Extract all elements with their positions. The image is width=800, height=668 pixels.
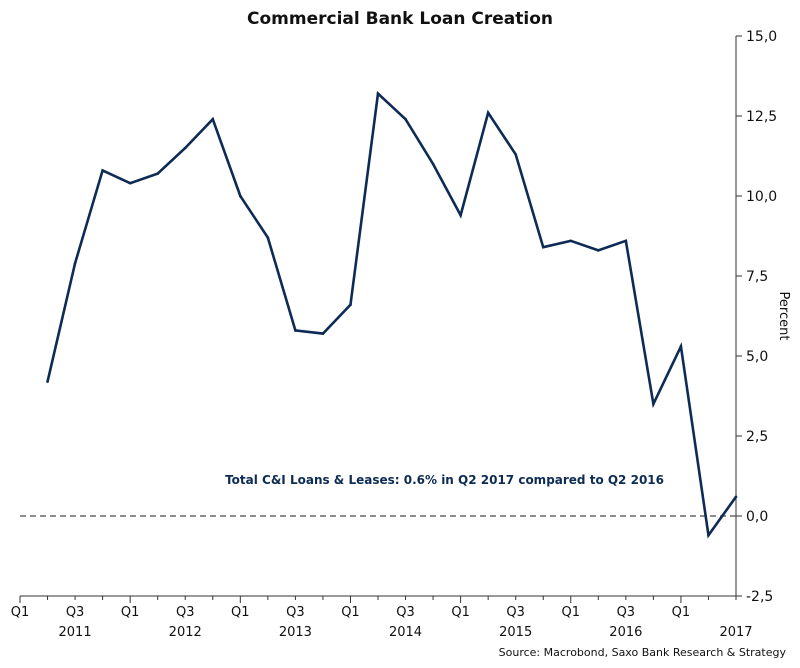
data-point [183, 146, 187, 150]
x-tick-label-quarter: Q1 [672, 605, 691, 620]
data-point [349, 303, 352, 307]
plot-frame [20, 36, 737, 597]
data-point [128, 181, 132, 185]
x-tick-label-year: 2012 [169, 625, 202, 640]
source-note: Source: Macrobond, Saxo Bank Research & … [499, 646, 787, 659]
x-tick-label-year: 2013 [279, 625, 312, 640]
x-tick-label-quarter: Q3 [396, 605, 415, 620]
data-point [486, 111, 490, 115]
x-tick-label-year: 2017 [719, 625, 752, 640]
chart-title: Commercial Bank Loan Creation [247, 9, 553, 29]
series-group [46, 90, 738, 539]
x-tick-label-quarter: Q1 [341, 605, 360, 620]
data-point [541, 245, 545, 249]
x-tick-label-quarter: Q3 [66, 605, 85, 620]
x-tick-label-quarter: Q3 [506, 605, 525, 620]
data-point [569, 239, 573, 243]
y-axis-label: Percent [776, 292, 791, 341]
x-tick-label-quarter: Q1 [121, 605, 140, 620]
x-tick-label-quarter: Q3 [176, 605, 195, 620]
y-tick-label: 12,5 [746, 109, 777, 125]
y-tick-label: 2,5 [746, 429, 768, 445]
chart-annotation: Total C&I Loans & Leases: 0.6% in Q2 201… [225, 473, 664, 487]
data-point [707, 533, 710, 537]
data-point [597, 249, 600, 252]
data-point [266, 236, 270, 239]
data-point [73, 261, 77, 265]
y-tick-label: 0,0 [746, 509, 768, 525]
x-tick-label-year: 2015 [499, 625, 532, 640]
x-tick-label-quarter: Q1 [11, 605, 30, 620]
x-tick-label-quarter: Q3 [286, 605, 305, 620]
x-tick-label-quarter: Q3 [617, 605, 636, 620]
y-axis-ticks: 15,0 12,5 10,0 7,5 5,0 2,5 0,0 -2,5 [736, 29, 777, 605]
data-point [431, 162, 435, 166]
y-tick-label: 15,0 [746, 29, 777, 45]
x-tick-label-year: 2014 [389, 625, 422, 640]
y-tick-label: 7,5 [746, 269, 768, 285]
x-tick-label-quarter: Q1 [562, 605, 581, 620]
data-point [239, 194, 242, 198]
data-point [459, 213, 462, 217]
data-point [294, 329, 297, 332]
x-axis-ticks: Q1 Q3 Q1 Q3 Q1 Q3 Q1 Q3 Q1 Q3 Q1 Q3 Q1 2011 2012 2013 20… [11, 596, 753, 640]
data-point [211, 117, 215, 121]
x-tick-label-year: 2011 [59, 625, 92, 640]
data-point [404, 117, 407, 121]
series-line [46, 90, 738, 539]
y-tick-label: 5,0 [746, 349, 768, 365]
x-tick-label-quarter: Q1 [451, 605, 470, 620]
data-point [321, 332, 325, 335]
data-point [101, 169, 104, 172]
data-point [376, 92, 380, 95]
data-point [679, 345, 683, 348]
data-point [46, 380, 49, 383]
data-point [624, 239, 628, 243]
y-tick-label: 10,0 [746, 189, 777, 205]
data-point [156, 172, 159, 175]
x-tick-label-year: 2016 [609, 625, 642, 640]
data-point [652, 402, 655, 406]
data-point [734, 495, 738, 499]
data-point [514, 153, 517, 156]
y-tick-label: -2,5 [746, 589, 773, 605]
x-tick-label-quarter: Q1 [231, 605, 250, 620]
